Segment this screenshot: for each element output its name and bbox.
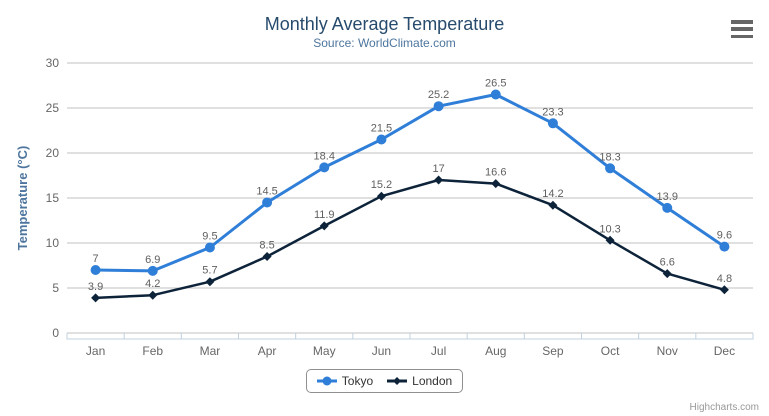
y-axis-label: 25: [46, 101, 60, 115]
london-data-point[interactable]: [262, 252, 272, 261]
tokyo-data-label: 23.3: [542, 106, 563, 118]
y-axis-label: 30: [46, 56, 60, 70]
diamond-marker-icon: [387, 377, 408, 385]
x-axis-label: Sep: [542, 344, 564, 358]
tokyo-series-line: [94, 93, 726, 273]
x-axis-label: Jan: [86, 344, 105, 358]
tokyo-data-point[interactable]: [319, 162, 330, 173]
tokyo-data-label: 13.9: [657, 191, 678, 203]
hamburger-bar: [731, 27, 753, 31]
tokyo-data-point[interactable]: [376, 134, 387, 145]
london-data-label: 11.9: [314, 209, 335, 221]
legend: Tokyo London: [0, 369, 769, 393]
london-data-point[interactable]: [205, 277, 215, 287]
x-axis-label: Aug: [485, 344, 506, 358]
tokyo-data-label: 14.5: [256, 186, 277, 198]
x-axis-label: May: [313, 344, 336, 358]
london-data-label: 4.2: [145, 278, 160, 290]
london-data-label: 4.8: [717, 273, 732, 285]
london-data-label: 15.2: [371, 179, 392, 191]
x-axis-label: Nov: [657, 344, 678, 358]
x-axis-label: Apr: [258, 344, 277, 358]
legend-item-tokyo[interactable]: Tokyo: [316, 374, 374, 388]
tokyo-data-label: 18.3: [599, 151, 620, 163]
tokyo-data-label: 26.5: [485, 78, 506, 90]
chart-subtitle: Source: WorldClimate.com: [313, 36, 456, 50]
tokyo-data-label: 25.2: [428, 89, 449, 101]
tokyo-data-point[interactable]: [433, 101, 444, 112]
x-axis-label: Jun: [372, 344, 391, 358]
legend-label: Tokyo: [341, 374, 374, 388]
london-data-point[interactable]: [91, 293, 101, 303]
tokyo-data-label: 7: [93, 253, 99, 265]
london-data-label: 8.5: [259, 240, 274, 252]
london-data-point[interactable]: [605, 235, 615, 245]
tokyo-data-label: 9.6: [717, 230, 732, 242]
tokyo-data-point[interactable]: [662, 202, 673, 213]
tokyo-data-point[interactable]: [90, 265, 101, 275]
hamburger-bar: [731, 34, 753, 38]
london-data-point[interactable]: [376, 191, 386, 201]
x-axis-label: Feb: [142, 344, 163, 358]
hamburger-icon[interactable]: [730, 18, 754, 40]
legend-box: Tokyo London: [305, 369, 464, 393]
london-data-point[interactable]: [548, 200, 558, 210]
london-data-label: 14.2: [542, 188, 563, 200]
y-axis-label: 10: [46, 236, 60, 250]
london-data-label: 6.6: [660, 257, 675, 269]
y-axis-label: 0: [52, 326, 59, 340]
tokyo-data-point[interactable]: [547, 118, 558, 129]
y-axis-label: 20: [46, 146, 60, 160]
y-axis-label: 5: [52, 281, 59, 295]
tokyo-data-point[interactable]: [490, 89, 501, 100]
london-data-label: 5.7: [202, 265, 217, 277]
tokyo-data-point[interactable]: [262, 197, 273, 208]
london-data-label: 16.6: [485, 167, 506, 179]
legend-label: London: [412, 374, 453, 388]
london-data-label: 10.3: [599, 223, 620, 235]
y-axis-title: Temperature (°C): [15, 146, 30, 251]
chart-title: Monthly Average Temperature: [264, 14, 505, 34]
tokyo-data-label: 18.4: [314, 150, 335, 162]
london-series-line: [94, 178, 726, 300]
tokyo-data-point[interactable]: [719, 241, 730, 252]
tokyo-data-point[interactable]: [605, 163, 616, 174]
tokyo-data-point[interactable]: [147, 265, 158, 276]
tokyo-data-label: 6.9: [145, 254, 160, 266]
x-axis-label: Jul: [431, 344, 446, 358]
x-axis-label: Mar: [200, 344, 221, 358]
london-data-point[interactable]: [434, 175, 444, 185]
tokyo-data-label: 9.5: [202, 231, 217, 243]
london-data-point[interactable]: [148, 290, 158, 300]
tokyo-data-point[interactable]: [204, 242, 215, 253]
london-data-point[interactable]: [662, 269, 672, 279]
london-data-point[interactable]: [491, 179, 501, 189]
x-axis-label: Oct: [601, 344, 620, 358]
hamburger-bar: [731, 20, 753, 24]
x-axis-label: Dec: [714, 344, 735, 358]
circle-marker-icon: [316, 376, 337, 386]
tokyo-data-label: 21.5: [371, 123, 392, 135]
london-data-point[interactable]: [319, 221, 329, 231]
legend-item-london[interactable]: London: [387, 374, 452, 388]
london-data-label: 17: [432, 163, 444, 175]
highcharts-credits-link[interactable]: Highcharts.com: [689, 402, 759, 413]
y-axis-label: 15: [46, 191, 60, 205]
london-data-label: 3.9: [88, 281, 103, 293]
london-data-point[interactable]: [719, 285, 729, 295]
